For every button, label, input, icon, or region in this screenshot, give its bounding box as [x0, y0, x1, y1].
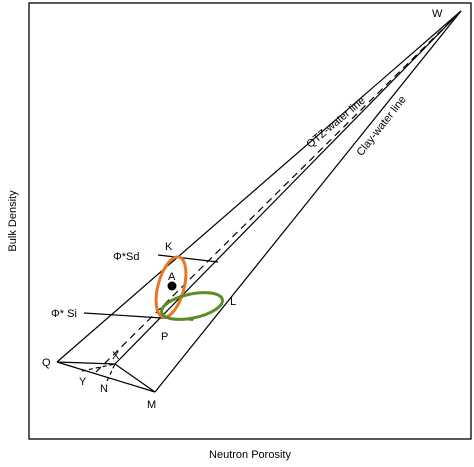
y-axis-title: Bulk Density: [7, 190, 19, 252]
green-ellipse: [160, 291, 224, 321]
point-m-label: M: [147, 399, 156, 411]
base-dashed-n-x: [106, 363, 116, 382]
base-dashed-y-x: [81, 363, 116, 372]
base-line-x-m: [114, 363, 156, 393]
base-line-q-m: [56, 361, 156, 393]
point-y-label: Y: [79, 376, 87, 388]
plot-frame: [28, 2, 472, 440]
point-x-label: X: [112, 350, 120, 362]
phi-sd-label: Φ*Sd: [113, 251, 140, 263]
clay-water-line: [154, 10, 462, 393]
point-l-label: L: [230, 296, 236, 308]
qtz-water-line-label: QTZ-water line: [304, 95, 367, 151]
qtz-water-line: [56, 10, 462, 363]
point-n-label: N: [100, 383, 108, 395]
point-p-label: P: [161, 331, 168, 343]
phi-sd-line: [157, 254, 219, 263]
x-axis-title: Neutron Porosity: [209, 449, 291, 461]
inner-line-x: [114, 10, 462, 365]
base-line-q-x: [56, 361, 116, 365]
point-w-label: W: [432, 8, 443, 20]
point-a-marker: [167, 281, 177, 291]
point-q-label: Q: [42, 357, 51, 369]
point-a-label: A: [168, 271, 176, 283]
phi-si-label: Φ* Si: [51, 308, 77, 320]
point-k-label: K: [165, 241, 173, 253]
